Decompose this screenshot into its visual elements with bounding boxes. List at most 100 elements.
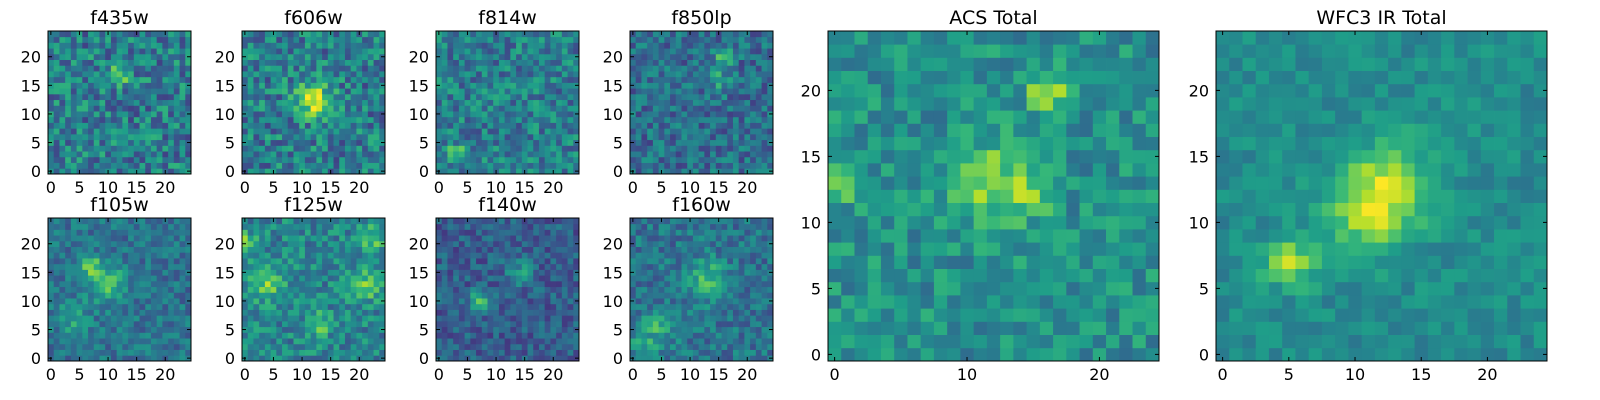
heatmap-cell: [561, 326, 568, 333]
heatmap-cell: [259, 156, 266, 163]
heatmap-cell: [299, 105, 306, 112]
heatmap-cell: [630, 42, 637, 49]
heatmap-cell: [299, 53, 306, 60]
heatmap-cell: [116, 229, 123, 236]
heatmap-cell: [93, 111, 100, 118]
heatmap-cell: [253, 48, 260, 55]
heatmap-cell: [527, 65, 534, 72]
heatmap-cell: [162, 269, 169, 276]
heatmap-cell: [59, 168, 66, 175]
x-tick-label: 15: [320, 178, 340, 197]
heatmap-cell: [750, 53, 757, 60]
heatmap-cell: [464, 99, 471, 106]
heatmap-cell: [53, 76, 60, 83]
heatmap-cell: [276, 286, 283, 293]
heatmap-cell: [179, 258, 186, 265]
heatmap-cell: [373, 223, 380, 230]
heatmap-cell: [110, 338, 118, 345]
heatmap-cell: [162, 93, 169, 101]
heatmap-cell: [453, 116, 460, 123]
heatmap-cell: [738, 355, 745, 362]
heatmap-cell: [498, 280, 506, 288]
heatmap-cell: [556, 320, 563, 328]
heatmap-cell: [145, 133, 152, 141]
heatmap-cell: [635, 145, 642, 152]
heatmap-cell: [128, 332, 135, 339]
heatmap-cell: [447, 105, 454, 112]
heatmap-cell: [70, 42, 77, 49]
heatmap-cell: [344, 338, 352, 345]
heatmap-cell: [556, 343, 563, 350]
heatmap-cell: [316, 355, 323, 362]
heatmap-cell: [550, 139, 557, 146]
heatmap-cell: [322, 128, 329, 135]
heatmap-cell: [367, 116, 374, 123]
heatmap-cell: [99, 349, 106, 356]
heatmap-cell: [516, 292, 523, 299]
heatmap-cell: [481, 303, 488, 310]
heatmap-cell: [658, 93, 665, 101]
heatmap-cell: [533, 128, 540, 135]
heatmap-cell: [698, 133, 705, 141]
x-tick-label: 5: [74, 178, 84, 197]
heatmap-cell: [755, 280, 762, 288]
heatmap-cell: [504, 65, 511, 72]
heatmap-cell: [327, 111, 334, 118]
heatmap-cell: [732, 156, 740, 163]
heatmap-cell: [704, 128, 711, 135]
heatmap-cell: [573, 332, 580, 339]
heatmap-cell: [105, 42, 112, 49]
heatmap-cell: [544, 139, 551, 146]
heatmap-cell: [704, 116, 711, 123]
heatmap-cell: [333, 309, 340, 316]
heatmap-cell: [670, 59, 677, 66]
heatmap-cell: [652, 82, 659, 89]
heatmap-cell: [310, 286, 317, 293]
heatmap-cell: [521, 71, 528, 78]
heatmap-cell: [299, 145, 306, 152]
heatmap-cell: [510, 246, 517, 253]
heatmap-cell: [687, 343, 694, 350]
heatmap-cell: [504, 315, 511, 322]
heatmap-cell: [304, 332, 312, 339]
heatmap-cell: [316, 151, 323, 158]
heatmap-cell: [573, 309, 580, 316]
heatmap-cell: [521, 156, 528, 163]
heatmap-cell: [630, 59, 637, 66]
heatmap-cell: [99, 128, 106, 135]
heatmap-cell: [641, 338, 648, 345]
heatmap-cell: [464, 349, 471, 356]
heatmap-cell: [156, 65, 163, 72]
heatmap-cell: [333, 48, 340, 55]
heatmap-cell: [533, 59, 540, 66]
heatmap-cell: [681, 355, 688, 362]
heatmap-cell: [516, 229, 523, 236]
heatmap-cell: [750, 326, 757, 333]
heatmap-cell: [173, 320, 180, 328]
heatmap-cell: [282, 286, 289, 293]
heatmap-cell: [333, 151, 340, 158]
heatmap-cell: [487, 298, 494, 305]
heatmap-cell: [738, 111, 745, 118]
heatmap-cell: [145, 326, 152, 333]
heatmap-cell: [276, 218, 283, 225]
heatmap-cell: [316, 99, 323, 106]
heatmap-cell: [453, 269, 460, 276]
heatmap-cell: [652, 332, 659, 339]
heatmap-cell: [738, 275, 745, 282]
heatmap-cell: [344, 343, 352, 350]
heatmap-cell: [550, 298, 557, 305]
heatmap-cell: [299, 235, 306, 242]
heatmap-cell: [282, 156, 289, 163]
heatmap-cell: [373, 139, 380, 146]
heatmap-cell: [373, 111, 380, 118]
heatmap-cell: [750, 309, 757, 316]
heatmap-cell: [573, 156, 580, 163]
heatmap-cell: [550, 36, 557, 43]
heatmap-cell: [128, 31, 135, 38]
heatmap-cell: [173, 252, 180, 259]
heatmap-cell: [53, 252, 60, 259]
heatmap-cell: [276, 298, 283, 305]
heatmap-cell: [173, 229, 180, 236]
heatmap-cell: [242, 48, 249, 55]
